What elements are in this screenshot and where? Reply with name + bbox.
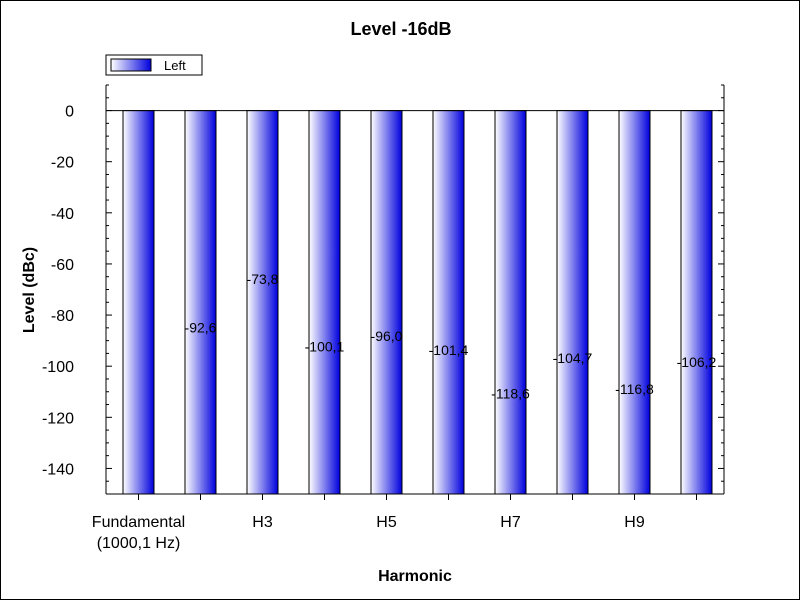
y-axis-label: Level (dBc) bbox=[21, 247, 38, 333]
x-tick-label: (1000,1 Hz) bbox=[97, 535, 181, 552]
data-label: -106,2 bbox=[677, 354, 717, 370]
x-tick-label: Fundamental bbox=[92, 514, 185, 531]
y-tick-label: -40 bbox=[51, 206, 74, 223]
y-tick-label: -140 bbox=[42, 461, 74, 478]
plot-area: -92,6 -73,8 -100,1 -96,0 -101,4 -118,6 -104,7 -… bbox=[42, 84, 725, 552]
data-label: -101,4 bbox=[429, 342, 469, 358]
bar bbox=[370, 110, 403, 495]
x-tick-label: H5 bbox=[376, 514, 397, 531]
x-tick-label: H3 bbox=[252, 514, 273, 531]
bar bbox=[432, 110, 465, 495]
x-axis-label: Harmonic bbox=[378, 568, 452, 585]
legend: Left bbox=[105, 54, 203, 76]
y-tick-label: -60 bbox=[51, 257, 74, 274]
bar bbox=[184, 110, 217, 495]
data-label: -73,8 bbox=[247, 271, 279, 287]
bar bbox=[308, 110, 341, 495]
bar bbox=[122, 110, 155, 495]
y-tick-label: 0 bbox=[65, 104, 74, 121]
data-label: -116,8 bbox=[615, 381, 654, 397]
legend-swatch bbox=[110, 58, 152, 72]
y-tick-label: -20 bbox=[51, 155, 74, 172]
y-tick-label: -80 bbox=[51, 308, 74, 325]
y-tick-label: -100 bbox=[42, 359, 74, 376]
bar bbox=[556, 110, 589, 495]
chart-title: Level -16dB bbox=[350, 19, 451, 39]
x-tick-label: H7 bbox=[500, 514, 521, 531]
bar bbox=[246, 110, 279, 495]
data-label: -92,6 bbox=[185, 319, 217, 335]
bar bbox=[680, 110, 713, 495]
y-tick-label: -120 bbox=[42, 410, 74, 427]
legend-label: Left bbox=[164, 58, 186, 73]
data-label: -104,7 bbox=[553, 350, 593, 366]
data-label: -96,0 bbox=[371, 328, 403, 344]
x-tick-label: H9 bbox=[624, 514, 645, 531]
bar bbox=[494, 110, 527, 495]
bar bbox=[618, 110, 651, 495]
data-label: -118,6 bbox=[491, 386, 530, 402]
data-label: -100,1 bbox=[305, 338, 345, 354]
